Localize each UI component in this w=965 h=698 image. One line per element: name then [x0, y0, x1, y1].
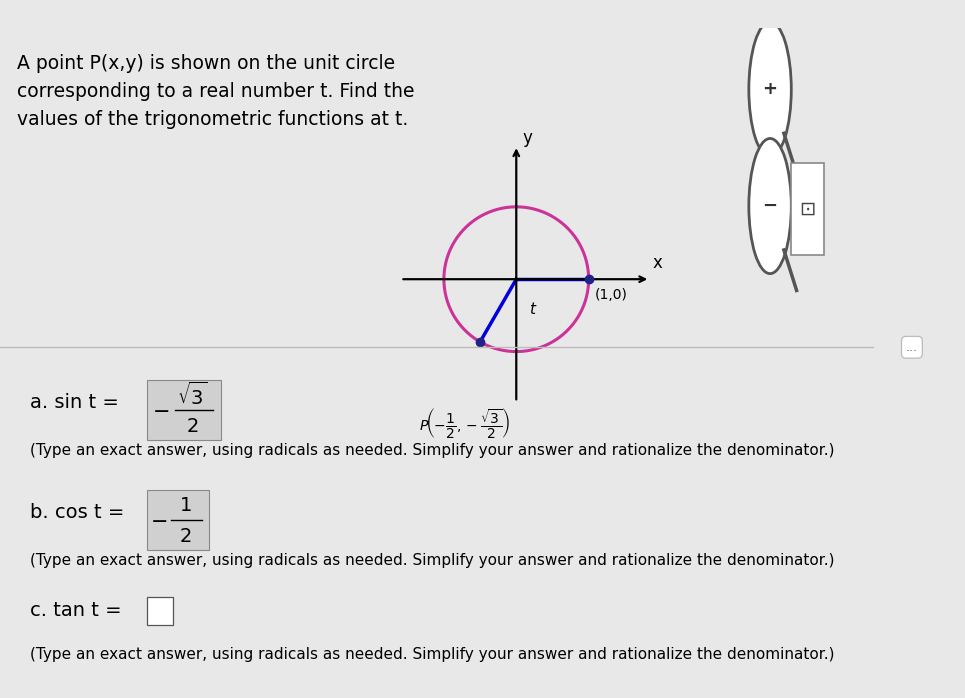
Text: (Type an exact answer, using radicals as needed. Simplify your answer and ration: (Type an exact answer, using radicals as…	[30, 646, 835, 662]
FancyBboxPatch shape	[147, 490, 209, 550]
Text: (1,0): (1,0)	[594, 288, 627, 302]
Text: $P\!\left(-\dfrac{1}{2},-\dfrac{\sqrt{3}}{2}\right)$: $P\!\left(-\dfrac{1}{2},-\dfrac{\sqrt{3}…	[419, 406, 510, 440]
Circle shape	[749, 138, 791, 274]
Text: b. cos t =: b. cos t =	[30, 503, 124, 523]
Text: c. tan t =: c. tan t =	[30, 600, 122, 620]
Text: y: y	[522, 129, 532, 147]
Text: $-$: $-$	[152, 400, 170, 420]
FancyBboxPatch shape	[791, 163, 824, 255]
Text: $-$: $-$	[151, 510, 167, 530]
Text: ...: ...	[906, 341, 918, 354]
Text: (Type an exact answer, using radicals as needed. Simplify your answer and ration: (Type an exact answer, using radicals as…	[30, 554, 835, 568]
Circle shape	[749, 22, 791, 157]
Text: A point P(x,y) is shown on the unit circle
corresponding to a real number t. Fin: A point P(x,y) is shown on the unit circ…	[17, 54, 415, 129]
Text: ⊡: ⊡	[800, 200, 815, 218]
Text: x: x	[652, 254, 662, 272]
Text: −: −	[762, 197, 778, 215]
Text: $2$: $2$	[186, 417, 199, 436]
FancyBboxPatch shape	[147, 380, 221, 440]
Text: $\sqrt{3}$: $\sqrt{3}$	[178, 382, 208, 409]
FancyBboxPatch shape	[147, 597, 173, 625]
Text: +: +	[762, 80, 778, 98]
Text: (Type an exact answer, using radicals as needed. Simplify your answer and ration: (Type an exact answer, using radicals as…	[30, 443, 835, 459]
Text: $2$: $2$	[179, 527, 191, 546]
Text: $1$: $1$	[179, 496, 191, 515]
Text: a. sin t =: a. sin t =	[30, 394, 119, 413]
Text: t: t	[529, 302, 536, 317]
